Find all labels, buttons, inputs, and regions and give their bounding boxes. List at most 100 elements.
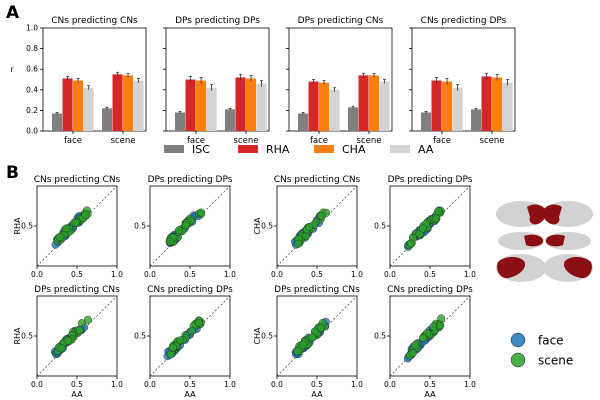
x-tick-label: 0.5: [424, 380, 436, 389]
point-scene: [168, 343, 177, 352]
legend-marker-face: [510, 332, 526, 348]
point-scene: [81, 210, 90, 219]
brain-right-ventral: [545, 232, 591, 250]
point-scene: [317, 211, 326, 220]
subplot-title: CNs predicting CNs: [274, 175, 361, 185]
point-scene: [181, 221, 190, 230]
legend-label: scene: [538, 354, 573, 368]
point-scene: [77, 319, 86, 328]
y-tick-label: 0.5: [21, 332, 33, 341]
bar-scene-cha: [123, 75, 134, 131]
bar-scene-aa: [256, 83, 267, 131]
x-tick-label: 0.0: [144, 380, 156, 389]
y-tick-label: 0.5: [134, 332, 146, 341]
x-tick-label: scene: [357, 136, 382, 146]
x-axis-label: AA: [424, 390, 436, 399]
bar-scene-aa: [379, 81, 390, 131]
point-scene: [294, 239, 303, 248]
bar-subplot-3: DPs predicting CNs face scene: [286, 16, 393, 146]
axes-frame: [42, 27, 147, 132]
x-tick-label: 1.0: [224, 270, 236, 279]
x-tick-label: 0.0: [271, 380, 283, 389]
point-scene: [166, 237, 175, 246]
bar-face-cha: [319, 82, 330, 131]
x-tick-label: face: [310, 136, 328, 146]
x-tick-label: 1.0: [111, 270, 123, 279]
legend-label: CHA: [342, 143, 366, 156]
bar-face-aa: [206, 87, 217, 131]
point-scene: [75, 326, 84, 335]
x-tick-label: 1.0: [464, 270, 476, 279]
brain-surface-maps: [496, 201, 593, 282]
point-scene: [418, 224, 427, 233]
x-tick-label: 1.0: [351, 380, 363, 389]
brain-right-medial: [543, 254, 593, 282]
x-tick-label: 0.0: [144, 270, 156, 279]
subplot-title: DPs predicting DPs: [148, 175, 233, 185]
y-tick-label: 0.5: [374, 222, 386, 231]
bar-scene-rha: [112, 74, 123, 131]
bar-scene-cha: [246, 78, 257, 131]
y-tick-label: 0.5: [261, 332, 273, 341]
y-axis-label: RHA: [13, 327, 22, 345]
x-tick-label: face: [187, 136, 205, 146]
scatter-subplot-7: DPs predicting CNs 0.5 0.0 0.5 1.0 AA CHA: [253, 285, 363, 399]
point-scene: [304, 223, 313, 232]
bar-scene-aa: [133, 80, 144, 131]
panel-label-a: A: [6, 3, 20, 23]
bar-face-isc: [175, 112, 186, 131]
y-tick-label: 0.5: [21, 222, 33, 231]
point-scene: [195, 319, 204, 328]
subplot-title: DPs predicting CNs: [298, 16, 384, 26]
x-tick-label: 0.5: [184, 380, 196, 389]
bar-face-rha: [185, 79, 196, 131]
subplot-title: CNs predicting DPs: [421, 16, 507, 26]
legend-label: RHA: [266, 143, 290, 156]
point-scene: [187, 326, 196, 335]
legend-label: ISC: [192, 143, 210, 156]
point-scene: [57, 344, 66, 353]
brain-left-ventral: [498, 232, 544, 250]
bar-chart-panels: CNs predicting CNs 0.0 0.2 0.4 0.6 0.8 1.0 face…: [10, 16, 516, 146]
point-scene: [418, 334, 427, 343]
point-scene: [406, 239, 415, 248]
x-tick-label: 1.0: [224, 380, 236, 389]
point-scene: [299, 340, 308, 349]
subplot-title: DPs predicting DPs: [175, 16, 260, 26]
subplot-title: CNs predicting DPs: [147, 285, 233, 295]
bar-scene-cha: [369, 75, 380, 131]
x-tick-label: 0.0: [384, 380, 396, 389]
y-tick-label: 1.0: [26, 24, 38, 33]
point-scene: [293, 347, 302, 356]
bar-face-cha: [73, 80, 84, 131]
y-axis-label: CHA: [253, 327, 262, 345]
subplot-title: DPs predicting DPs: [388, 175, 473, 185]
bar-scene-isc: [225, 109, 236, 131]
point-scene: [55, 233, 64, 242]
x-tick-label: scene: [234, 136, 259, 146]
brain-right-lateral-top: [542, 201, 593, 227]
bar-face-rha: [62, 78, 73, 131]
bar-face-aa: [83, 87, 94, 131]
subplot-title: CNs predicting DPs: [387, 285, 473, 295]
legend-swatch-aa: [390, 145, 410, 153]
bar-face-aa: [452, 87, 463, 131]
x-tick-label: 1.0: [464, 380, 476, 389]
x-tick-label: 0.0: [271, 270, 283, 279]
bar-face-isc: [298, 113, 309, 131]
scatter-subplot-6: CNs predicting DPs 0.5 0.0 0.5 1.0 AA: [134, 285, 236, 399]
bar-face-isc: [421, 112, 432, 131]
point-scene: [63, 336, 72, 345]
point-scene: [434, 207, 443, 216]
point-scene: [317, 323, 326, 332]
scatter-subplot-8: CNs predicting DPs 0.5 0.0 0.5 1.0 AA: [374, 285, 476, 399]
x-tick-label: 0.5: [71, 380, 83, 389]
x-tick-label: 1.0: [111, 380, 123, 389]
bar-scene-rha: [358, 75, 369, 131]
point-scene: [71, 218, 80, 227]
x-tick-label: 0.5: [311, 380, 323, 389]
x-tick-label: 0.5: [424, 270, 436, 279]
legend-marker-scene: [510, 352, 526, 368]
bar-subplot-1: CNs predicting CNs 0.0 0.2 0.4 0.6 0.8 1.0 face…: [26, 16, 147, 146]
